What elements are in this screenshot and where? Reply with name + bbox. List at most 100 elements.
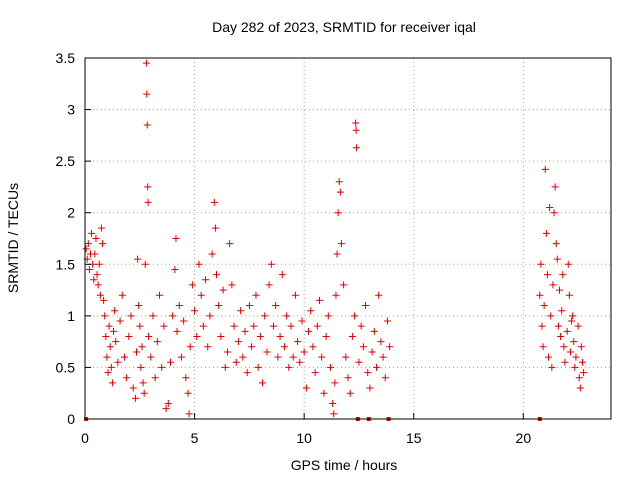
x-tick-label: 5 <box>191 430 199 446</box>
data-point <box>320 389 328 397</box>
data-point <box>553 255 561 263</box>
data-point <box>156 291 164 299</box>
data-point <box>169 312 177 320</box>
data-point <box>316 296 324 304</box>
data-point <box>256 332 264 340</box>
data-point <box>309 343 317 351</box>
data-point <box>142 59 150 67</box>
chart-title: Day 282 of 2023, SRMTID for receiver iqa… <box>212 19 476 35</box>
data-point <box>375 291 383 299</box>
data-point <box>221 363 229 371</box>
data-point <box>574 322 582 330</box>
data-point <box>123 374 131 382</box>
data-point <box>237 307 245 315</box>
data-point <box>151 374 159 382</box>
data-point <box>101 312 109 320</box>
data-point <box>177 353 185 361</box>
data-point <box>199 322 207 330</box>
data-point <box>197 291 205 299</box>
y-tick-label: 2.5 <box>56 153 76 169</box>
data-point <box>254 363 262 371</box>
y-tick-label: 1 <box>67 308 75 324</box>
data-point <box>547 312 555 320</box>
data-point <box>287 322 295 330</box>
data-point <box>326 363 334 371</box>
data-point <box>230 322 238 330</box>
data-point <box>364 369 372 377</box>
data-point <box>549 281 557 289</box>
data-point <box>265 281 273 289</box>
data-point <box>91 250 99 258</box>
x-tick-label: 15 <box>406 430 422 446</box>
data-point <box>352 126 360 134</box>
y-tick-label: 0 <box>67 411 75 427</box>
data-point <box>572 353 580 361</box>
data-point <box>332 291 340 299</box>
data-point <box>307 307 315 315</box>
data-point <box>102 332 110 340</box>
data-point <box>175 302 183 310</box>
data-point <box>206 312 214 320</box>
data-point <box>348 332 356 340</box>
data-point <box>186 343 194 351</box>
data-point <box>564 260 572 268</box>
data-point <box>243 369 251 377</box>
y-tick-label: 3.5 <box>56 50 76 66</box>
y-tick-label: 3 <box>67 102 75 118</box>
data-point <box>543 271 551 279</box>
data-point <box>134 255 142 263</box>
data-point <box>558 307 566 315</box>
data-point <box>204 343 212 351</box>
data-point <box>569 312 577 320</box>
data-point <box>370 327 378 335</box>
data-point <box>559 271 567 279</box>
data-point <box>568 317 576 325</box>
data-point <box>252 291 260 299</box>
data-point <box>353 144 361 152</box>
data-point <box>90 276 98 284</box>
data-point <box>172 235 180 242</box>
data-point <box>278 271 286 279</box>
data-point <box>552 240 560 248</box>
data-point <box>366 384 374 392</box>
data-point <box>88 229 96 237</box>
data-point <box>143 90 151 98</box>
data-point <box>565 291 573 299</box>
data-point <box>120 353 128 361</box>
data-point <box>542 229 550 237</box>
data-point <box>379 353 387 361</box>
data-point <box>248 343 256 351</box>
data-point <box>296 358 304 366</box>
data-point <box>250 322 258 330</box>
data-point <box>386 343 394 351</box>
data-point <box>103 353 111 361</box>
data-point <box>550 209 558 217</box>
data-point <box>372 363 380 371</box>
y-tick-label: 1.5 <box>56 256 76 272</box>
data-point <box>330 410 338 418</box>
data-point <box>136 322 144 330</box>
data-point <box>153 338 161 346</box>
data-point <box>188 281 196 289</box>
data-point <box>351 312 359 320</box>
data-point <box>280 343 288 351</box>
data-point <box>193 332 201 340</box>
x-tick-label: 20 <box>516 430 532 446</box>
data-point <box>259 379 267 387</box>
data-point <box>313 322 321 330</box>
data-point <box>239 353 247 361</box>
data-point <box>129 384 137 392</box>
data-point <box>141 260 149 268</box>
data-point <box>99 240 107 248</box>
data-point <box>333 250 341 258</box>
data-point <box>137 363 145 371</box>
data-point <box>145 332 153 340</box>
y-tick-label: 2 <box>67 205 75 221</box>
data-point <box>111 307 119 315</box>
data-point <box>383 317 391 325</box>
data-point <box>185 410 193 418</box>
data-point <box>538 322 546 330</box>
data-point <box>261 312 269 320</box>
data-point <box>164 400 172 408</box>
